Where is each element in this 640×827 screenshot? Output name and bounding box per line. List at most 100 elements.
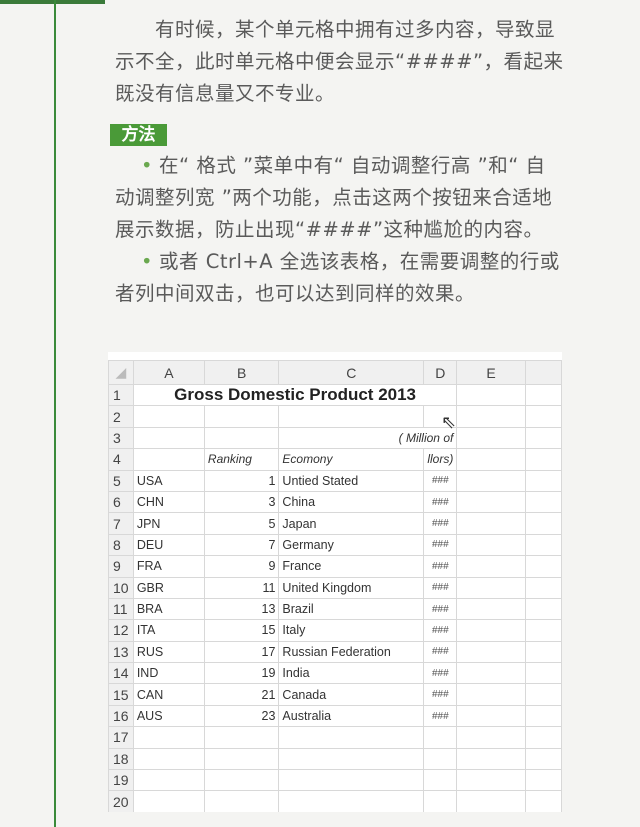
gdp-value-cell[interactable]: ###: [423, 640, 458, 664]
row-number[interactable]: 20: [108, 790, 134, 812]
cell[interactable]: [524, 490, 562, 514]
row-number[interactable]: 9: [108, 555, 134, 578]
economy-cell[interactable]: Canada: [278, 683, 425, 706]
cell[interactable]: [456, 383, 526, 407]
cell[interactable]: [456, 469, 526, 492]
economy-cell[interactable]: Japan: [278, 512, 425, 535]
cell[interactable]: [132, 448, 205, 471]
cell[interactable]: [524, 469, 562, 492]
cell[interactable]: [203, 405, 280, 428]
gdp-value-cell[interactable]: ###: [423, 533, 458, 557]
ranking-header-cell[interactable]: Ranking: [203, 448, 280, 471]
row-number[interactable]: 16: [108, 704, 134, 728]
country-code-cell[interactable]: AUS: [132, 704, 205, 728]
cell[interactable]: [524, 769, 562, 792]
cell[interactable]: [456, 640, 526, 664]
cell[interactable]: [456, 426, 526, 450]
cell[interactable]: [456, 747, 526, 771]
cell[interactable]: [524, 555, 562, 578]
cell[interactable]: [132, 747, 205, 771]
economy-cell[interactable]: Australia: [278, 704, 425, 728]
cell[interactable]: [132, 405, 205, 428]
cell[interactable]: [456, 490, 526, 514]
row-number[interactable]: 18: [108, 747, 134, 771]
cell[interactable]: [203, 726, 280, 749]
cell[interactable]: [524, 640, 562, 664]
gdp-value-cell[interactable]: ###: [423, 683, 458, 706]
cell[interactable]: [524, 383, 562, 407]
cell[interactable]: [524, 533, 562, 557]
ranking-cell[interactable]: 3: [203, 490, 280, 514]
row-number[interactable]: 8: [108, 533, 134, 557]
column-header[interactable]: E: [456, 360, 526, 385]
economy-cell[interactable]: Untied Stated: [278, 469, 425, 492]
ranking-cell[interactable]: 9: [203, 555, 280, 578]
ranking-cell[interactable]: 21: [203, 683, 280, 706]
cell[interactable]: [278, 747, 425, 771]
cell[interactable]: [423, 726, 458, 749]
cell[interactable]: [524, 448, 562, 471]
country-code-cell[interactable]: USA: [132, 469, 205, 492]
row-number[interactable]: 13: [108, 640, 134, 664]
cell[interactable]: [524, 704, 562, 728]
gdp-value-cell[interactable]: ###: [423, 597, 458, 621]
cell[interactable]: [524, 790, 562, 812]
ranking-cell[interactable]: 5: [203, 512, 280, 535]
cell[interactable]: [423, 769, 458, 792]
economy-header-cell[interactable]: Ecomony: [278, 448, 425, 471]
cell[interactable]: [524, 683, 562, 706]
cell[interactable]: [456, 704, 526, 728]
row-number[interactable]: 14: [108, 662, 134, 685]
column-header[interactable]: [524, 360, 562, 385]
unit-note-cell[interactable]: ( Million of: [278, 426, 458, 450]
cell[interactable]: [423, 790, 458, 812]
country-code-cell[interactable]: CHN: [132, 490, 205, 514]
row-number[interactable]: 7: [108, 512, 134, 535]
economy-cell[interactable]: France: [278, 555, 425, 578]
economy-cell[interactable]: United Kingdom: [278, 576, 425, 599]
row-number[interactable]: 11: [108, 597, 134, 621]
sheet-title-cell[interactable]: Gross Domestic Product 2013: [132, 383, 458, 407]
gdp-value-cell[interactable]: ###: [423, 490, 458, 514]
cell[interactable]: [524, 619, 562, 642]
cell[interactable]: [132, 726, 205, 749]
country-code-cell[interactable]: RUS: [132, 640, 205, 664]
select-all-corner[interactable]: ◢: [108, 360, 134, 385]
cell[interactable]: [456, 619, 526, 642]
unit-note-tail-cell[interactable]: llors): [423, 448, 458, 471]
row-number[interactable]: 19: [108, 769, 134, 792]
column-header[interactable]: A: [132, 360, 205, 385]
ranking-cell[interactable]: 17: [203, 640, 280, 664]
cell[interactable]: [456, 405, 526, 428]
cell[interactable]: [456, 512, 526, 535]
gdp-value-cell[interactable]: ###: [423, 469, 458, 492]
cell[interactable]: [456, 448, 526, 471]
cell[interactable]: [278, 769, 425, 792]
gdp-value-cell[interactable]: ###: [423, 512, 458, 535]
ranking-cell[interactable]: 23: [203, 704, 280, 728]
country-code-cell[interactable]: ITA: [132, 619, 205, 642]
cell[interactable]: [524, 576, 562, 599]
cell[interactable]: [524, 426, 562, 450]
row-number[interactable]: 6: [108, 490, 134, 514]
cell[interactable]: [278, 405, 425, 428]
cell[interactable]: [524, 726, 562, 749]
ranking-cell[interactable]: 11: [203, 576, 280, 599]
ranking-cell[interactable]: 1: [203, 469, 280, 492]
economy-cell[interactable]: Italy: [278, 619, 425, 642]
economy-cell[interactable]: Brazil: [278, 597, 425, 621]
economy-cell[interactable]: China: [278, 490, 425, 514]
economy-cell[interactable]: Russian Federation: [278, 640, 425, 664]
cell[interactable]: [524, 597, 562, 621]
column-header[interactable]: B: [203, 360, 280, 385]
gdp-value-cell[interactable]: ###: [423, 555, 458, 578]
cell[interactable]: [456, 597, 526, 621]
column-header[interactable]: D: [423, 360, 458, 385]
gdp-value-cell[interactable]: ###: [423, 704, 458, 728]
cell[interactable]: [524, 662, 562, 685]
country-code-cell[interactable]: JPN: [132, 512, 205, 535]
row-number[interactable]: 17: [108, 726, 134, 749]
cell[interactable]: [203, 790, 280, 812]
gdp-value-cell[interactable]: ###: [423, 662, 458, 685]
row-number[interactable]: 12: [108, 619, 134, 642]
